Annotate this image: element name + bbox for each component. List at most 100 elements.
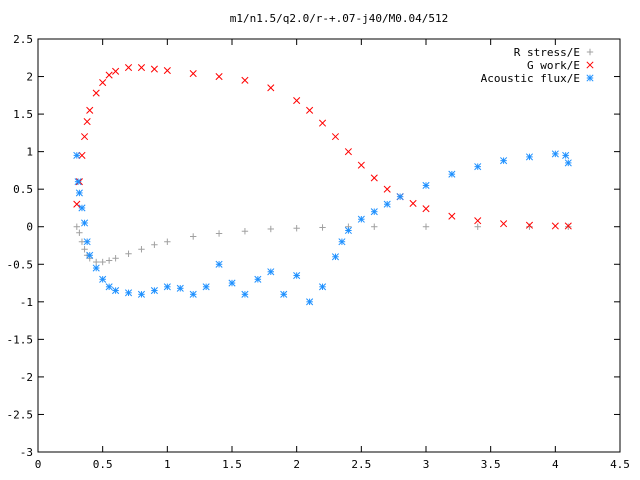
- data-point: [293, 225, 300, 232]
- data-point: [150, 287, 158, 295]
- data-point: [474, 163, 482, 171]
- data-point: [357, 161, 365, 169]
- data-point: [81, 219, 89, 227]
- x-tick-label: 2.5: [351, 458, 371, 471]
- data-point: [78, 204, 86, 212]
- x-tick-label: 4.5: [610, 458, 630, 471]
- y-tick-label: -0.5: [7, 258, 34, 271]
- y-tick-label: -2: [20, 371, 33, 384]
- data-point: [73, 151, 81, 159]
- data-point: [81, 133, 89, 141]
- data-point: [293, 271, 301, 280]
- data-point: [202, 283, 210, 291]
- data-point: [318, 119, 327, 127]
- data-point: [448, 212, 456, 220]
- data-point: [422, 181, 430, 189]
- data-point: [105, 71, 113, 79]
- plot-border: [37, 38, 621, 453]
- data-point: [254, 275, 262, 283]
- data-point: [151, 241, 158, 248]
- data-point: [137, 290, 146, 298]
- data-point: [525, 153, 534, 161]
- data-point: [241, 76, 249, 84]
- y-tick-label: -1: [20, 296, 33, 309]
- data-point: [318, 283, 327, 291]
- data-point: [112, 287, 120, 295]
- data-point: [215, 260, 223, 268]
- data-point: [78, 151, 86, 159]
- x-tick-label: 1: [164, 458, 171, 471]
- y-tick-label: -1.5: [7, 333, 34, 346]
- y-tick-label: 2: [26, 71, 33, 84]
- data-point: [474, 217, 482, 225]
- data-point: [125, 250, 132, 257]
- data-point: [383, 185, 391, 193]
- data-point: [105, 283, 113, 291]
- data-point: [331, 133, 340, 141]
- data-point: [228, 279, 236, 287]
- data-point: [564, 159, 572, 167]
- data-point: [357, 215, 365, 223]
- data-point: [370, 174, 378, 182]
- data-point: [93, 258, 100, 266]
- data-point: [137, 63, 146, 72]
- legend-label: G work/E: [527, 59, 580, 72]
- data-point: [306, 298, 314, 306]
- legend-label: R stress/E: [514, 46, 580, 59]
- data-point: [124, 289, 133, 297]
- data-point: [164, 238, 171, 245]
- data-point: [448, 170, 456, 178]
- y-tick-label: -3: [20, 446, 33, 459]
- data-point: [74, 178, 82, 186]
- series-layer: [73, 63, 572, 306]
- data-point: [280, 290, 288, 298]
- legend-label: Acoustic flux/E: [481, 72, 580, 85]
- data-point: [150, 65, 158, 73]
- data-point: [526, 223, 533, 230]
- x-tick-label: 3.5: [481, 458, 501, 471]
- x-tick-label: 1.5: [222, 458, 242, 471]
- data-point: [565, 223, 572, 230]
- data-point: [564, 222, 572, 230]
- chart-title: m1/n1.5/q2.0/r-+.07-j40/M0.04/512: [230, 12, 449, 25]
- data-point: [190, 233, 197, 240]
- data-point: [81, 246, 88, 253]
- data-point: [176, 284, 184, 292]
- data-point: [293, 97, 301, 105]
- plot-frame: [37, 38, 621, 453]
- legend-marker: [586, 48, 594, 56]
- data-point: [267, 84, 275, 92]
- data-point: [338, 238, 346, 246]
- series-0: [73, 223, 572, 266]
- y-tick-label: 1.5: [13, 108, 33, 121]
- data-point: [409, 199, 417, 208]
- data-point: [551, 222, 559, 230]
- data-point: [112, 67, 120, 75]
- data-point: [92, 89, 100, 97]
- axis-ticks: 0 0.5 1 1.5 2 2.5 3 3.5 4 4.5 -3 -2.5 -2 -1.5 -1 -0.5 0 0…: [7, 33, 630, 471]
- data-point: [75, 189, 83, 197]
- data-point: [474, 223, 481, 230]
- y-tick-label: 0.5: [13, 183, 33, 196]
- data-point: [551, 150, 559, 158]
- data-point: [241, 290, 249, 298]
- data-point: [163, 66, 171, 75]
- data-point: [76, 229, 83, 236]
- data-point: [138, 246, 145, 253]
- data-point: [422, 223, 430, 230]
- data-point: [124, 63, 133, 72]
- data-point: [562, 151, 570, 159]
- x-tick-label: 0.5: [93, 458, 113, 471]
- data-point: [331, 253, 340, 261]
- data-point: [306, 106, 314, 114]
- x-tick-label: 3: [423, 458, 430, 471]
- y-tick-label: 2.5: [13, 33, 33, 46]
- legend-marker: [586, 74, 594, 82]
- data-point: [189, 69, 197, 78]
- data-point: [99, 78, 107, 87]
- y-tick-label: 1: [26, 146, 33, 159]
- data-point: [73, 200, 81, 208]
- y-tick-label: 0: [26, 221, 33, 234]
